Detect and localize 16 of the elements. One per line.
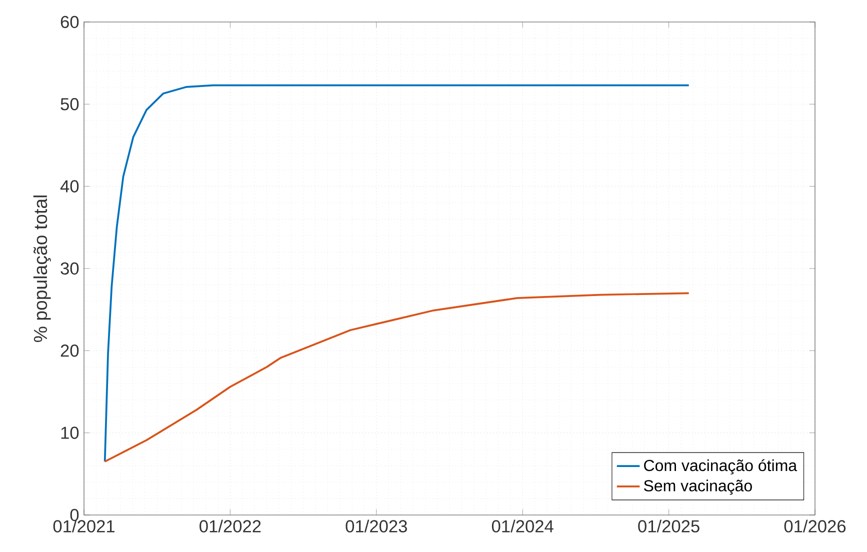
x-tick-label: 01/2024: [492, 520, 554, 532]
x-tick-label: 01/2022: [200, 520, 261, 532]
x-tick-label: 01/2021: [53, 520, 114, 532]
y-tick-label: 20: [60, 344, 79, 357]
x-tick-label: 01/2025: [638, 520, 700, 532]
legend-label: Sem vacinação: [644, 480, 752, 495]
x-tick-label: 01/2026: [784, 520, 846, 532]
y-axis-title: % população total: [33, 196, 51, 342]
y-tick-label: 10: [61, 426, 79, 439]
y-tick-label: 40: [60, 180, 79, 192]
y-tick-label: 30: [60, 262, 79, 275]
y-tick-label: 0: [70, 508, 79, 522]
y-tick-label: 50: [60, 98, 79, 110]
y-tick-label: 60: [60, 16, 79, 28]
legend-label: Com vacinação ótima: [644, 459, 798, 474]
x-tick-label: 01/2023: [346, 520, 407, 532]
